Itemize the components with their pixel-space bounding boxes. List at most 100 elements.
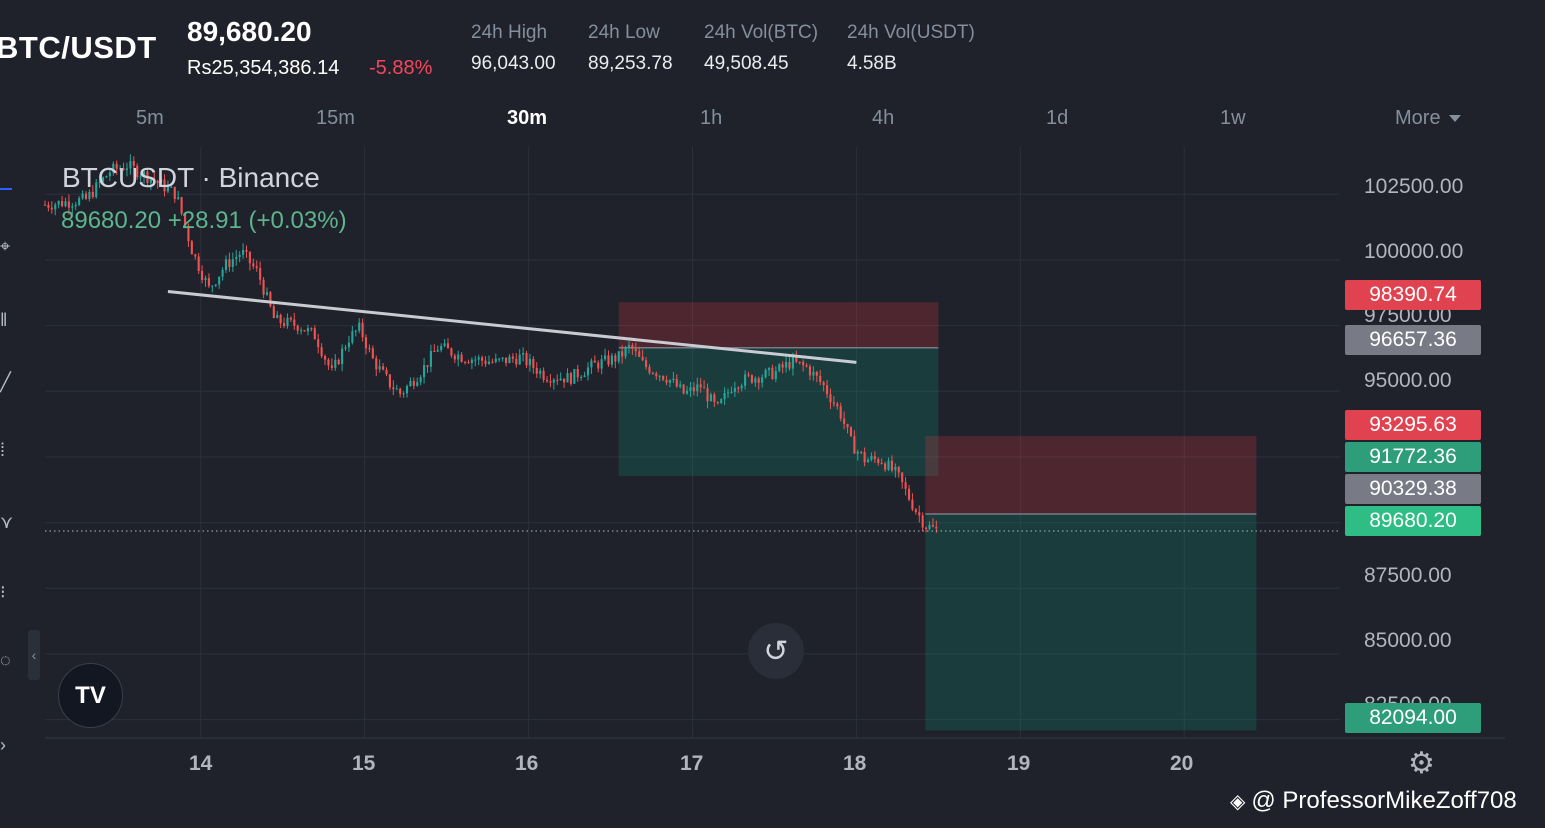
candle bbox=[214, 284, 217, 286]
candle bbox=[901, 472, 904, 483]
price-tag-last: 89680.20 bbox=[1345, 506, 1481, 536]
gear-icon[interactable]: ⚙ bbox=[1408, 747, 1435, 780]
candle bbox=[382, 366, 385, 370]
candle bbox=[460, 354, 463, 362]
candle bbox=[655, 373, 658, 377]
candle bbox=[843, 418, 846, 424]
candle bbox=[78, 198, 81, 205]
timeframe-1d[interactable]: 1d bbox=[1046, 107, 1069, 129]
candle bbox=[651, 372, 654, 374]
candle bbox=[866, 459, 870, 463]
timeframe-1h[interactable]: 1h bbox=[700, 107, 723, 129]
candle bbox=[726, 392, 730, 394]
candle bbox=[761, 377, 764, 383]
candle bbox=[276, 314, 279, 319]
more-timeframes-dropdown[interactable]: More bbox=[1395, 107, 1461, 130]
candle bbox=[545, 379, 549, 382]
candle bbox=[282, 323, 286, 326]
candle bbox=[904, 482, 907, 489]
candle bbox=[323, 356, 327, 360]
candle bbox=[457, 354, 460, 360]
timeframe-4h[interactable]: 4h bbox=[872, 107, 895, 129]
candle bbox=[306, 328, 310, 332]
candle bbox=[812, 371, 815, 376]
candle bbox=[426, 365, 429, 367]
candle bbox=[71, 206, 74, 208]
candle bbox=[887, 460, 890, 470]
timeframe-1w[interactable]: 1w bbox=[1220, 107, 1246, 129]
candle bbox=[436, 350, 439, 352]
x-tick-label: 17 bbox=[680, 752, 704, 775]
collapse-arrow-icon[interactable]: › bbox=[0, 735, 6, 755]
candle bbox=[559, 378, 562, 381]
stat-value: 89,253.78 bbox=[588, 53, 673, 74]
measure-tool-icon[interactable]: ⁝ bbox=[0, 582, 6, 602]
toolbar-toggle-icon[interactable]: ‹ bbox=[28, 630, 40, 680]
candle bbox=[358, 322, 361, 331]
candle bbox=[142, 171, 146, 177]
reset-chart-icon[interactable]: ↺ bbox=[748, 623, 804, 679]
candle bbox=[604, 355, 607, 360]
timeframe-5m[interactable]: 5m bbox=[136, 107, 164, 129]
candle bbox=[627, 345, 631, 348]
candle bbox=[846, 423, 849, 428]
fib-tool-icon[interactable]: ⁞ bbox=[0, 440, 6, 460]
candle bbox=[320, 347, 323, 357]
candle bbox=[207, 278, 210, 286]
candle bbox=[364, 337, 368, 349]
pair-symbol[interactable]: BTC/USDT bbox=[0, 30, 157, 65]
candle bbox=[682, 384, 685, 394]
candle bbox=[310, 328, 313, 330]
candle bbox=[617, 351, 620, 362]
fiat-price: Rs25,354,386.14 bbox=[187, 57, 340, 79]
candle bbox=[911, 499, 914, 510]
candle bbox=[614, 355, 617, 362]
candle bbox=[805, 365, 808, 367]
brush-tool-icon[interactable]: ◌ bbox=[0, 650, 11, 670]
candle bbox=[914, 509, 917, 513]
candle bbox=[679, 384, 682, 387]
stat-value: 4.58B bbox=[847, 53, 897, 74]
candle bbox=[508, 356, 511, 364]
crosshair-tool-icon[interactable]: ⌖ bbox=[0, 236, 11, 256]
x-tick-label: 20 bbox=[1170, 752, 1194, 775]
stat-24h-high: 24h High 96,043.00 bbox=[471, 22, 556, 75]
candle bbox=[723, 393, 726, 400]
candle bbox=[112, 163, 115, 173]
watermark: ◈ @ ProfessorMikeZoff708 bbox=[1230, 787, 1517, 815]
candle bbox=[549, 381, 552, 383]
candle bbox=[95, 182, 98, 198]
candle bbox=[388, 374, 391, 388]
pattern-tool-icon[interactable]: ⋎ bbox=[0, 512, 14, 532]
timeframe-30m[interactable]: 30m bbox=[507, 107, 548, 129]
candle bbox=[907, 488, 911, 500]
candle bbox=[88, 191, 91, 199]
more-label: More bbox=[1395, 107, 1441, 129]
candle bbox=[245, 250, 248, 252]
candle bbox=[74, 204, 77, 207]
candle bbox=[341, 348, 344, 365]
candle bbox=[125, 168, 129, 170]
candle bbox=[395, 388, 398, 390]
trendline-tool-icon[interactable]: ǁ bbox=[0, 310, 8, 330]
candle bbox=[928, 525, 931, 529]
candle bbox=[597, 362, 600, 369]
tradingview-logo-icon[interactable]: TV bbox=[58, 663, 123, 728]
candle bbox=[501, 357, 504, 359]
candle bbox=[692, 387, 695, 392]
candle bbox=[351, 331, 354, 343]
candle bbox=[771, 367, 774, 379]
candle bbox=[822, 382, 825, 386]
candle bbox=[262, 279, 265, 295]
candle bbox=[644, 360, 648, 367]
candle bbox=[296, 325, 299, 331]
candle bbox=[450, 348, 453, 356]
timeframe-15m[interactable]: 15m bbox=[316, 107, 355, 129]
candle bbox=[463, 361, 467, 363]
candle bbox=[334, 359, 337, 368]
stat-24h-vol-btc: 24h Vol(BTC) 49,508.45 bbox=[704, 22, 818, 75]
y-tick-label: 102500.00 bbox=[1364, 175, 1464, 198]
candle bbox=[764, 369, 767, 378]
line-tool-icon[interactable]: ╱ bbox=[0, 372, 11, 392]
